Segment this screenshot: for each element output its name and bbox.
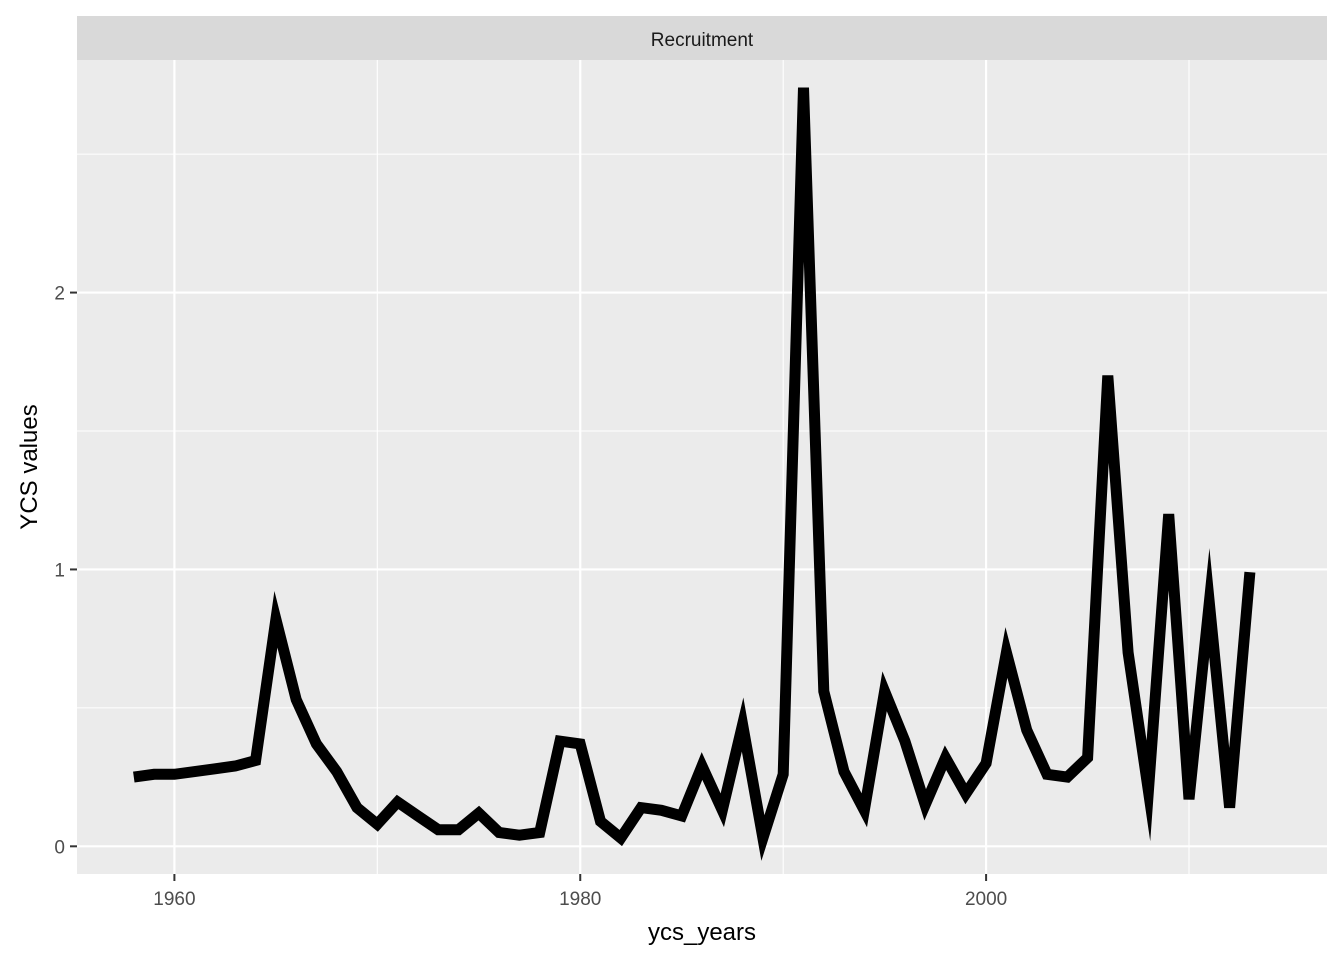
series-layer — [133, 87, 1256, 861]
x-axis: 1960 1980 2000 — [153, 874, 1007, 910]
x-tick-label: 1960 — [153, 889, 195, 910]
ycs-series-line — [133, 87, 1256, 861]
facet-strip — [77, 16, 1327, 60]
x-axis-title: ycs_years — [648, 919, 756, 946]
x-tick-label: 2000 — [965, 889, 1007, 910]
y-axis: 0 1 2 — [54, 284, 77, 858]
y-tick-label: 2 — [54, 284, 65, 305]
facet-strip-label: Recruitment — [651, 30, 754, 51]
y-tick-label: 1 — [54, 560, 65, 581]
y-axis-title: YCS values — [16, 404, 43, 529]
y-tick-label: 0 — [54, 837, 65, 858]
x-tick-label: 1980 — [559, 889, 601, 910]
